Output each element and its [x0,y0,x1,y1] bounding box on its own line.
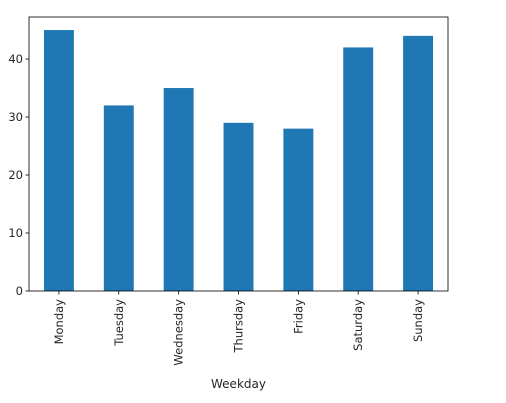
bar-wednesday [164,88,194,291]
bar-sunday [403,36,433,291]
y-tick-label: 0 [16,284,23,298]
y-tick-label: 20 [8,168,23,182]
bar-saturday [343,47,373,291]
x-axis-ticks: Monday Tuesday Wednesday Thursday Friday Satu… [52,291,425,366]
y-tick-label: 40 [8,52,23,66]
bar-monday [44,30,74,291]
y-tick-label: 10 [8,226,23,240]
bar-tuesday [104,105,134,291]
y-tick-label: 30 [8,110,23,124]
x-tick-label: Wednesday [172,299,186,366]
bar-thursday [224,123,254,291]
x-axis-label: Weekday [211,377,266,391]
bars-group [44,30,433,291]
x-tick-label: Thursday [232,299,246,354]
x-tick-label: Saturday [351,299,365,351]
x-tick-label: Friday [291,299,305,334]
x-tick-label: Monday [52,299,66,345]
x-tick-label: Sunday [411,299,425,342]
y-axis-ticks: 0 10 20 30 40 [8,52,29,298]
x-tick-label: Tuesday [112,299,126,347]
bar-friday [283,129,313,291]
